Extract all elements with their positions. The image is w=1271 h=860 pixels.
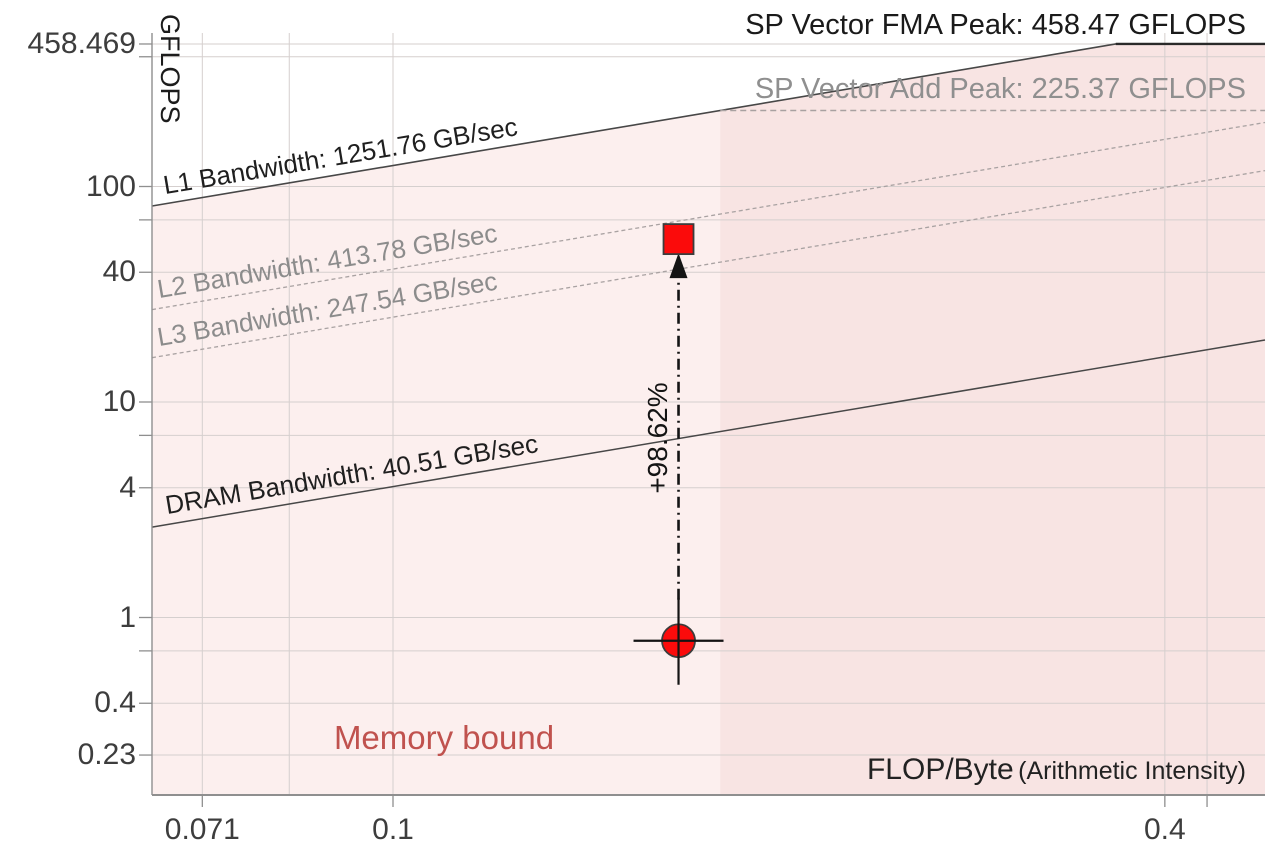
y-tick-label: 0.23 — [77, 738, 136, 772]
y-tick-label: 0.4 — [94, 686, 136, 720]
roofline-l3 — [151, 169, 1266, 359]
x-tick-label: 0.1 — [372, 813, 414, 846]
x-tick-label: 0.4 — [1143, 813, 1186, 846]
optimized-point-square[interactable] — [662, 223, 695, 256]
y-tick-label: 1 — [119, 600, 136, 634]
memory-bound-zone-label: Memory bound — [333, 719, 555, 756]
compute-zone-region — [720, 43, 1265, 796]
roofline-label-add-peak: SP Vector Add Peak: 225.37 GFLOPS — [754, 73, 1246, 105]
x-axis-title-note: (Arithmetic Intensity) — [1018, 757, 1246, 785]
x-axis-title: FLOP/Byte (Arithmetic Intensity) — [25, 753, 1246, 787]
delta-arrow-head — [669, 253, 688, 279]
x-tick-label: 0.071 — [164, 813, 240, 846]
y-tick-label: 40 — [102, 255, 136, 289]
roofline-label-fma-peak: SP Vector FMA Peak: 458.47 GFLOPS — [745, 9, 1246, 41]
roofline-l2 — [151, 121, 1266, 311]
roofline-dram — [151, 339, 1266, 528]
performance-delta-label: +98.62% — [642, 382, 673, 494]
y-tick-label: 10 — [102, 385, 136, 418]
x-axis-title-main: FLOP/Byte — [866, 753, 1014, 786]
y-axis-title: GFLOPS — [155, 14, 185, 124]
y-tick-label: 4 — [119, 470, 136, 504]
y-tick-label: 458.469 — [27, 26, 136, 60]
y-tick-label: 100 — [85, 169, 136, 203]
